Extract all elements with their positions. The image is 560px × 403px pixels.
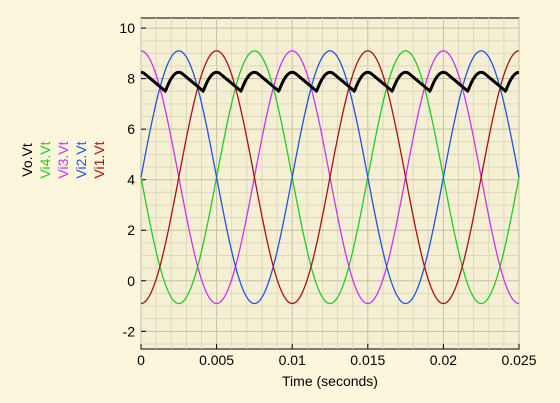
plot-area bbox=[140, 17, 520, 350]
series-label: Vi2.Vt bbox=[73, 141, 89, 178]
x-tick-label: 0 bbox=[137, 352, 145, 368]
series-line-vo bbox=[140, 70, 520, 94]
x-axis-title: Time (seconds) bbox=[282, 373, 378, 389]
series-line-vi1-vt bbox=[140, 50, 520, 305]
series-labels: Vo.Vt Vi4.Vt Vi3.Vt Vi2.Vt Vi1.Vt bbox=[19, 141, 107, 178]
y-tick-label: 0 bbox=[127, 273, 135, 289]
x-tick-label: 0.015 bbox=[350, 352, 385, 368]
x-tick-label: 0.02 bbox=[430, 352, 457, 368]
x-tick-label: 0.025 bbox=[501, 352, 536, 368]
series-label: Vi4.Vt bbox=[37, 141, 53, 178]
y-tick-label: 10 bbox=[119, 20, 135, 36]
x-tick-label: 0.005 bbox=[199, 352, 234, 368]
y-tick-label: -2 bbox=[123, 323, 136, 339]
y-tick-label: 2 bbox=[127, 222, 135, 238]
series-line-vi2-vt bbox=[140, 50, 520, 305]
y-tick-label: 6 bbox=[127, 121, 135, 137]
series-lines bbox=[140, 50, 520, 305]
x-tick-label: 0.01 bbox=[279, 352, 306, 368]
series-label: Vi3.Vt bbox=[55, 141, 71, 178]
series-line-vi4-vt bbox=[140, 50, 520, 305]
series-label: Vo.Vt bbox=[19, 143, 35, 177]
y-tick-label: 8 bbox=[127, 71, 135, 87]
series-label: Vi1.Vt bbox=[91, 141, 107, 178]
y-tick-label: 4 bbox=[127, 172, 135, 188]
